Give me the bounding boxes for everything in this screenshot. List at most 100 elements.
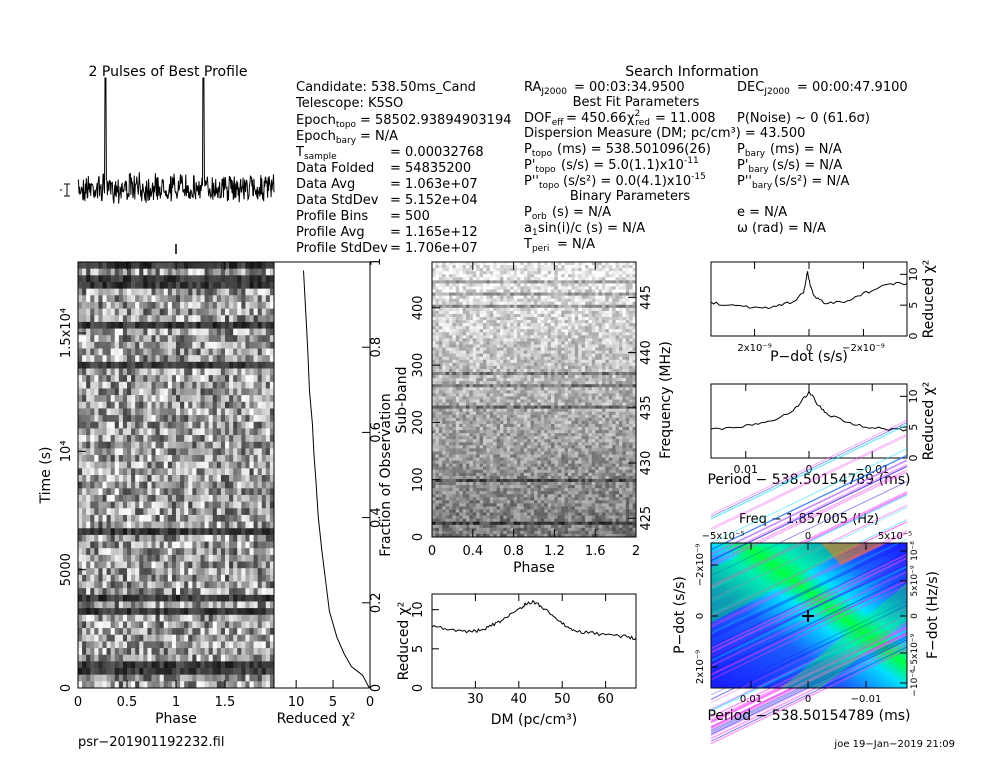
time-phase-cell bbox=[122, 628, 128, 636]
time-phase-cell bbox=[151, 641, 156, 649]
time-phase-cell bbox=[180, 315, 185, 323]
subband-phase-cell bbox=[605, 332, 610, 336]
time-phase-cell bbox=[253, 628, 259, 636]
time-phase-cell bbox=[151, 481, 156, 489]
time-phase-cell bbox=[82, 395, 87, 403]
time-phase-cell bbox=[192, 348, 197, 356]
subband-phase-cell bbox=[510, 344, 514, 348]
time-phase-cell bbox=[131, 301, 136, 309]
subband-phase-cell bbox=[489, 283, 494, 287]
x-tick-label: 0 bbox=[366, 695, 374, 710]
subband-phase-cell bbox=[438, 353, 443, 358]
subband-phase-cell bbox=[568, 341, 572, 345]
subband-phase-cell bbox=[598, 338, 603, 342]
time-phase-cell bbox=[94, 668, 99, 676]
subband-phase-cell bbox=[598, 277, 603, 281]
subband-phase-cell bbox=[537, 307, 542, 312]
subband-phase-cell bbox=[476, 289, 480, 293]
subband-phase-cell bbox=[517, 262, 521, 266]
time-phase-cell bbox=[82, 481, 87, 489]
time-phase-cell bbox=[155, 361, 161, 369]
time-phase-cell bbox=[171, 634, 177, 642]
time-phase-cell bbox=[151, 475, 156, 483]
subband-phase-cell bbox=[459, 277, 463, 281]
time-phase-cell bbox=[233, 315, 238, 323]
subband-phase-cell bbox=[581, 323, 586, 327]
time-phase-cell bbox=[253, 641, 259, 649]
subband-phase-cell bbox=[500, 344, 504, 348]
time-phase-cell bbox=[127, 588, 132, 596]
time-phase-cell bbox=[188, 368, 193, 376]
time-phase-cell bbox=[98, 475, 103, 483]
time-phase-cell bbox=[90, 475, 95, 483]
time-phase-cell bbox=[147, 654, 152, 662]
subband-phase-cell bbox=[537, 277, 542, 281]
time-phase-cell bbox=[188, 581, 193, 589]
time-phase-cell bbox=[139, 554, 144, 562]
subband-phase-cell bbox=[568, 353, 572, 358]
time-phase-cell bbox=[216, 654, 222, 662]
time-phase-cell bbox=[204, 568, 210, 576]
subband-phase-cell bbox=[537, 335, 542, 339]
time-phase-cell bbox=[143, 455, 148, 463]
subband-phase-cell bbox=[459, 295, 463, 300]
subband-phase-cell bbox=[449, 280, 453, 284]
time-phase-cell bbox=[220, 668, 226, 676]
time-phase-cell bbox=[192, 548, 197, 556]
subband-phase-cell bbox=[540, 329, 545, 333]
subband-phase-cell bbox=[520, 301, 525, 306]
time-phase-cell bbox=[122, 514, 128, 522]
subband-phase-cell bbox=[517, 277, 521, 281]
time-phase-cell bbox=[245, 355, 250, 363]
time-phase-cell bbox=[82, 508, 87, 516]
time-phase-cell bbox=[147, 461, 152, 469]
time-phase-cell bbox=[229, 654, 234, 662]
time-phase-cell bbox=[237, 488, 242, 496]
time-phase-cell bbox=[155, 301, 161, 309]
subband-phase-cell bbox=[571, 286, 576, 290]
subband-phase-cell bbox=[585, 298, 589, 303]
subband-phase-cell bbox=[455, 353, 460, 358]
time-phase-cell bbox=[159, 574, 165, 582]
time-phase-cell bbox=[249, 328, 254, 336]
time-phase-cell bbox=[253, 262, 259, 270]
time-phase-cell bbox=[98, 428, 103, 436]
time-phase-cell bbox=[233, 381, 238, 389]
subband-phase-cell bbox=[523, 323, 528, 327]
subband-phase-cell bbox=[432, 313, 436, 318]
time-phase-cell bbox=[249, 541, 254, 549]
time-phase-cell bbox=[265, 574, 271, 582]
subband-phase-cell bbox=[557, 338, 562, 342]
time-phase-cell bbox=[208, 681, 214, 689]
time-phase-cell bbox=[127, 395, 132, 403]
time-phase-cell bbox=[98, 448, 103, 456]
subband-phase-cell bbox=[493, 350, 497, 355]
subband-phase-cell bbox=[564, 295, 569, 300]
time-phase-cell bbox=[184, 315, 189, 323]
time-phase-cell bbox=[147, 341, 152, 349]
subband-phase-cell bbox=[534, 338, 538, 342]
time-phase-cell bbox=[106, 355, 112, 363]
time-phase-cell bbox=[184, 581, 189, 589]
time-phase-cell bbox=[135, 481, 140, 489]
subband-phase-cell bbox=[496, 265, 501, 269]
subband-phase-cell bbox=[472, 317, 477, 321]
subband-phase-cell bbox=[462, 341, 467, 345]
time-phase-cell bbox=[196, 415, 201, 423]
subband-phase-cell bbox=[598, 317, 603, 321]
time-phase-cell bbox=[180, 301, 185, 309]
time-phase-cell bbox=[171, 262, 177, 270]
time-phase-cell bbox=[78, 614, 83, 622]
time-phase-cell bbox=[200, 468, 205, 476]
subband-phase-cell bbox=[554, 286, 559, 290]
subband-phase-cell bbox=[459, 262, 463, 266]
time-phase-cell bbox=[98, 275, 103, 283]
time-phase-cell bbox=[249, 401, 254, 409]
subband-phase-cell bbox=[608, 353, 613, 358]
subband-phase-cell bbox=[479, 277, 484, 281]
subband-phase-cell bbox=[449, 350, 453, 355]
time-phase-cell bbox=[151, 275, 156, 283]
time-phase-cell bbox=[163, 548, 169, 556]
time-phase-cell bbox=[86, 494, 91, 503]
subband-phase-cell bbox=[571, 298, 576, 303]
